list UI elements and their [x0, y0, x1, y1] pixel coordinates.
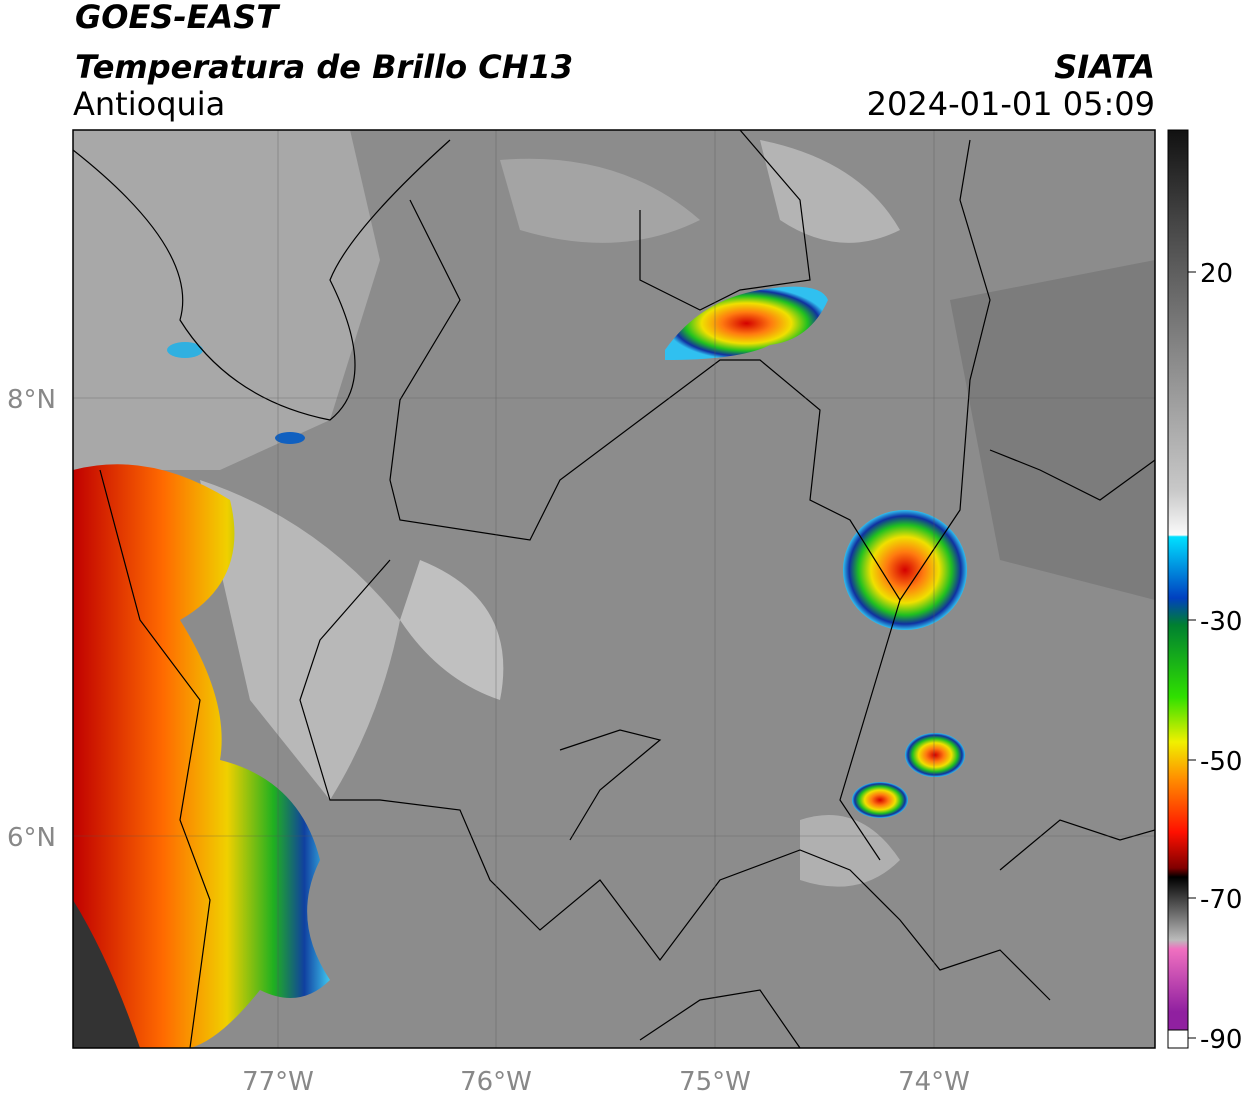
colorbar-tick-label: -70: [1200, 885, 1242, 915]
datetime: 2024-01-01 05:09: [867, 85, 1155, 123]
region: Antioquia: [73, 85, 225, 123]
colorbar-tick-label: -90: [1200, 1025, 1242, 1055]
graticule: [73, 130, 1155, 1048]
colorbar-tick-label: -30: [1200, 607, 1242, 637]
colorbar-frame: [1167, 129, 1189, 1049]
lat-label: 6°N: [7, 823, 56, 853]
map-image: [73, 130, 1155, 1048]
lon-label: 74°W: [898, 1067, 970, 1097]
lon-label: 77°W: [242, 1067, 314, 1097]
title: GOES-EAST: [75, 0, 280, 36]
colorbar-ticks: 20 -30 -50 -70 -90: [1188, 259, 1242, 1055]
source: SIATA: [1054, 48, 1155, 86]
colorbar: [1168, 130, 1188, 1030]
map-frame: [72, 129, 1156, 1049]
lat-label: 8°N: [7, 385, 56, 415]
colorbar-tick-label: 20: [1200, 259, 1233, 289]
lon-label: 76°W: [460, 1067, 532, 1097]
subtitle: Temperatura de Brillo CH13: [75, 48, 573, 86]
colorbar-extend: [1167, 1029, 1189, 1049]
lon-label: 75°W: [679, 1067, 751, 1097]
colorbar-tick-label: -50: [1200, 747, 1242, 777]
